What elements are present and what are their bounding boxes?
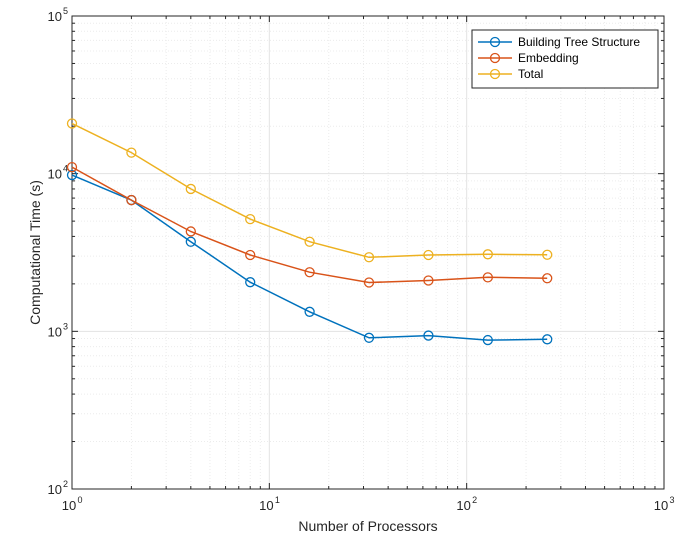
data-point-building-tree-structure xyxy=(542,334,553,345)
x-tick-label-exponent: 3 xyxy=(670,495,675,505)
legend-marker-total xyxy=(489,68,501,80)
data-point-embedding xyxy=(363,277,375,288)
data-point-embedding xyxy=(126,194,137,206)
x-tick-label-base: 10 xyxy=(62,498,76,513)
data-point-total xyxy=(245,213,256,225)
y-tick-label-base: 10 xyxy=(48,482,62,497)
y-tick-label-base: 10 xyxy=(48,324,62,339)
tick-marks xyxy=(71,15,665,490)
x-tick-label: 10 0 xyxy=(62,495,83,513)
y-tick-label-base: 10 xyxy=(48,167,62,182)
data-point-total xyxy=(423,249,434,261)
data-point-total xyxy=(363,252,375,263)
y-tick-label-exponent: 4 xyxy=(63,164,68,174)
x-tick-label-base: 10 xyxy=(654,498,668,513)
x-tick-label-exponent: 2 xyxy=(472,495,477,505)
x-tick-label-exponent: 1 xyxy=(275,495,280,505)
y-tick-label: 10 5 xyxy=(48,6,68,24)
data-point-building-tree-structure xyxy=(423,330,434,341)
data-point-embedding xyxy=(304,267,315,278)
data-point-building-tree-structure xyxy=(66,169,78,181)
data-point-building-tree-structure xyxy=(245,277,256,288)
data-point-building-tree-structure xyxy=(363,332,375,343)
data-point-total xyxy=(482,249,493,260)
y-tick-label: 10 4 xyxy=(48,164,68,182)
series-line-building-tree-structure xyxy=(71,174,548,341)
y-tick-label-exponent: 3 xyxy=(63,321,68,331)
x-tick-label-exponent: 0 xyxy=(78,495,83,505)
data-point-total xyxy=(126,147,137,158)
data-point-embedding xyxy=(185,226,196,237)
data-point-embedding xyxy=(423,275,434,286)
x-tick-label: 10 3 xyxy=(654,495,675,513)
data-point-building-tree-structure xyxy=(304,306,315,317)
y-tick-label-exponent: 5 xyxy=(63,6,68,16)
data-point-embedding xyxy=(245,249,256,261)
legend-label-total: Total xyxy=(518,67,543,81)
data-point-embedding xyxy=(542,273,553,284)
y-tick-label: 10 2 xyxy=(48,479,68,497)
y-axis-label: Computational Time (s) xyxy=(27,180,43,325)
x-tick-label: 10 2 xyxy=(456,495,477,513)
legend-label-building-tree-structure: Building Tree Structure xyxy=(518,35,640,49)
data-point-embedding xyxy=(482,272,493,283)
legend-label-embedding: Embedding xyxy=(518,51,579,65)
x-tick-label: 10 1 xyxy=(259,495,280,513)
data-point-total xyxy=(304,236,315,247)
y-tick-label-base: 10 xyxy=(48,9,62,24)
series-line-total xyxy=(71,122,548,259)
legend: Building Tree Structure Embedding Total xyxy=(471,29,659,89)
y-tick-label-exponent: 2 xyxy=(63,479,68,489)
x-tick-label-base: 10 xyxy=(259,498,273,513)
data-point-total xyxy=(185,183,196,195)
data-point-embedding xyxy=(66,161,78,173)
data-point-total xyxy=(66,118,78,129)
tick-labels: 10 0 10 1 10 2 10 310 210 310 410 5 xyxy=(48,6,675,513)
legend-box xyxy=(471,29,659,89)
x-tick-label-base: 10 xyxy=(456,498,470,513)
data-point-building-tree-structure xyxy=(482,334,493,346)
grid xyxy=(72,16,664,489)
data-point-building-tree-structure xyxy=(185,236,196,247)
series-layer xyxy=(66,118,553,346)
x-axis-label: Number of Processors xyxy=(298,518,437,534)
series-line-embedding xyxy=(71,166,548,284)
y-tick-label: 10 3 xyxy=(48,321,68,339)
plot-frame xyxy=(71,15,665,490)
legend-marker-building-tree-structure xyxy=(489,36,501,48)
data-point-total xyxy=(542,249,553,260)
legend-marker-embedding xyxy=(489,52,501,64)
